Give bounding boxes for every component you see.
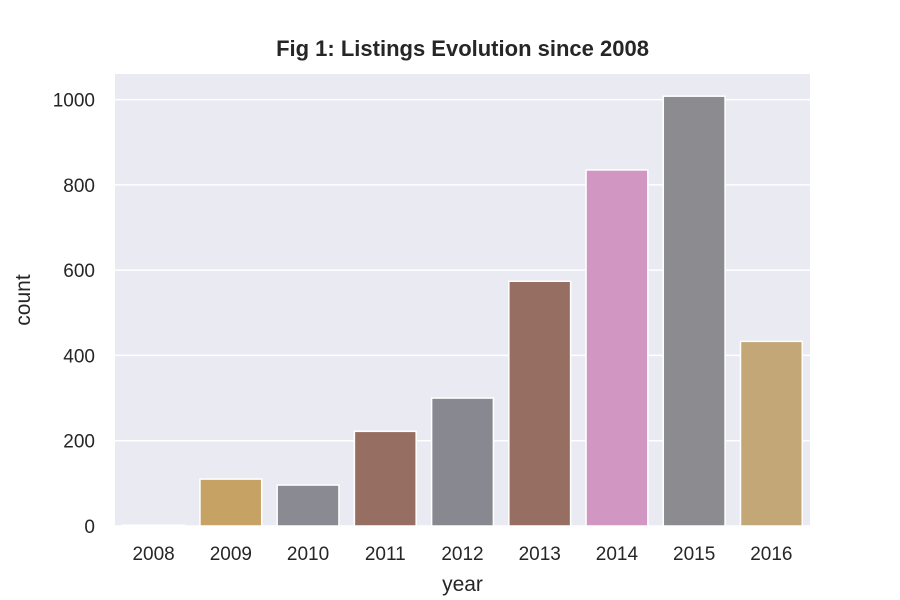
x-tick-label: 2014 (596, 544, 639, 565)
bar-2012 (430, 397, 495, 527)
y-tick-label: 600 (63, 261, 95, 282)
x-tick-label: 2009 (210, 544, 252, 565)
y-tick-label: 1000 (53, 91, 95, 112)
x-tick-label: 2016 (750, 544, 792, 565)
bar-2009 (199, 478, 263, 527)
x-axis-label: year (442, 573, 483, 596)
bar-2011 (353, 430, 417, 527)
y-tick-label: 0 (84, 517, 95, 538)
y-axis-ticks: 0 200 400 600 800 1000 (53, 91, 95, 538)
y-axis-label: count (12, 274, 35, 326)
x-tick-label: 2010 (287, 544, 329, 565)
bar-2015 (662, 95, 726, 527)
bars (121, 95, 804, 527)
y-tick-label: 800 (63, 176, 95, 197)
x-tick-label: 2013 (519, 544, 561, 565)
x-tick-label: 2011 (365, 544, 406, 565)
bar-2010 (276, 484, 340, 527)
bar-2016 (739, 340, 804, 527)
bar-2014 (585, 169, 649, 527)
bar-2008 (121, 524, 186, 527)
x-tick-label: 2015 (673, 544, 715, 565)
y-tick-label: 200 (63, 432, 95, 453)
x-axis-ticks: 2008 2009 2010 2011 2012 2013 2014 2015 2016 (132, 544, 792, 565)
chart-title: Fig 1: Listings Evolution since 2008 (276, 36, 649, 61)
bar-2013 (508, 280, 572, 527)
x-tick-label: 2012 (441, 544, 483, 565)
y-tick-label: 400 (63, 346, 95, 367)
x-tick-label: 2008 (132, 544, 174, 565)
